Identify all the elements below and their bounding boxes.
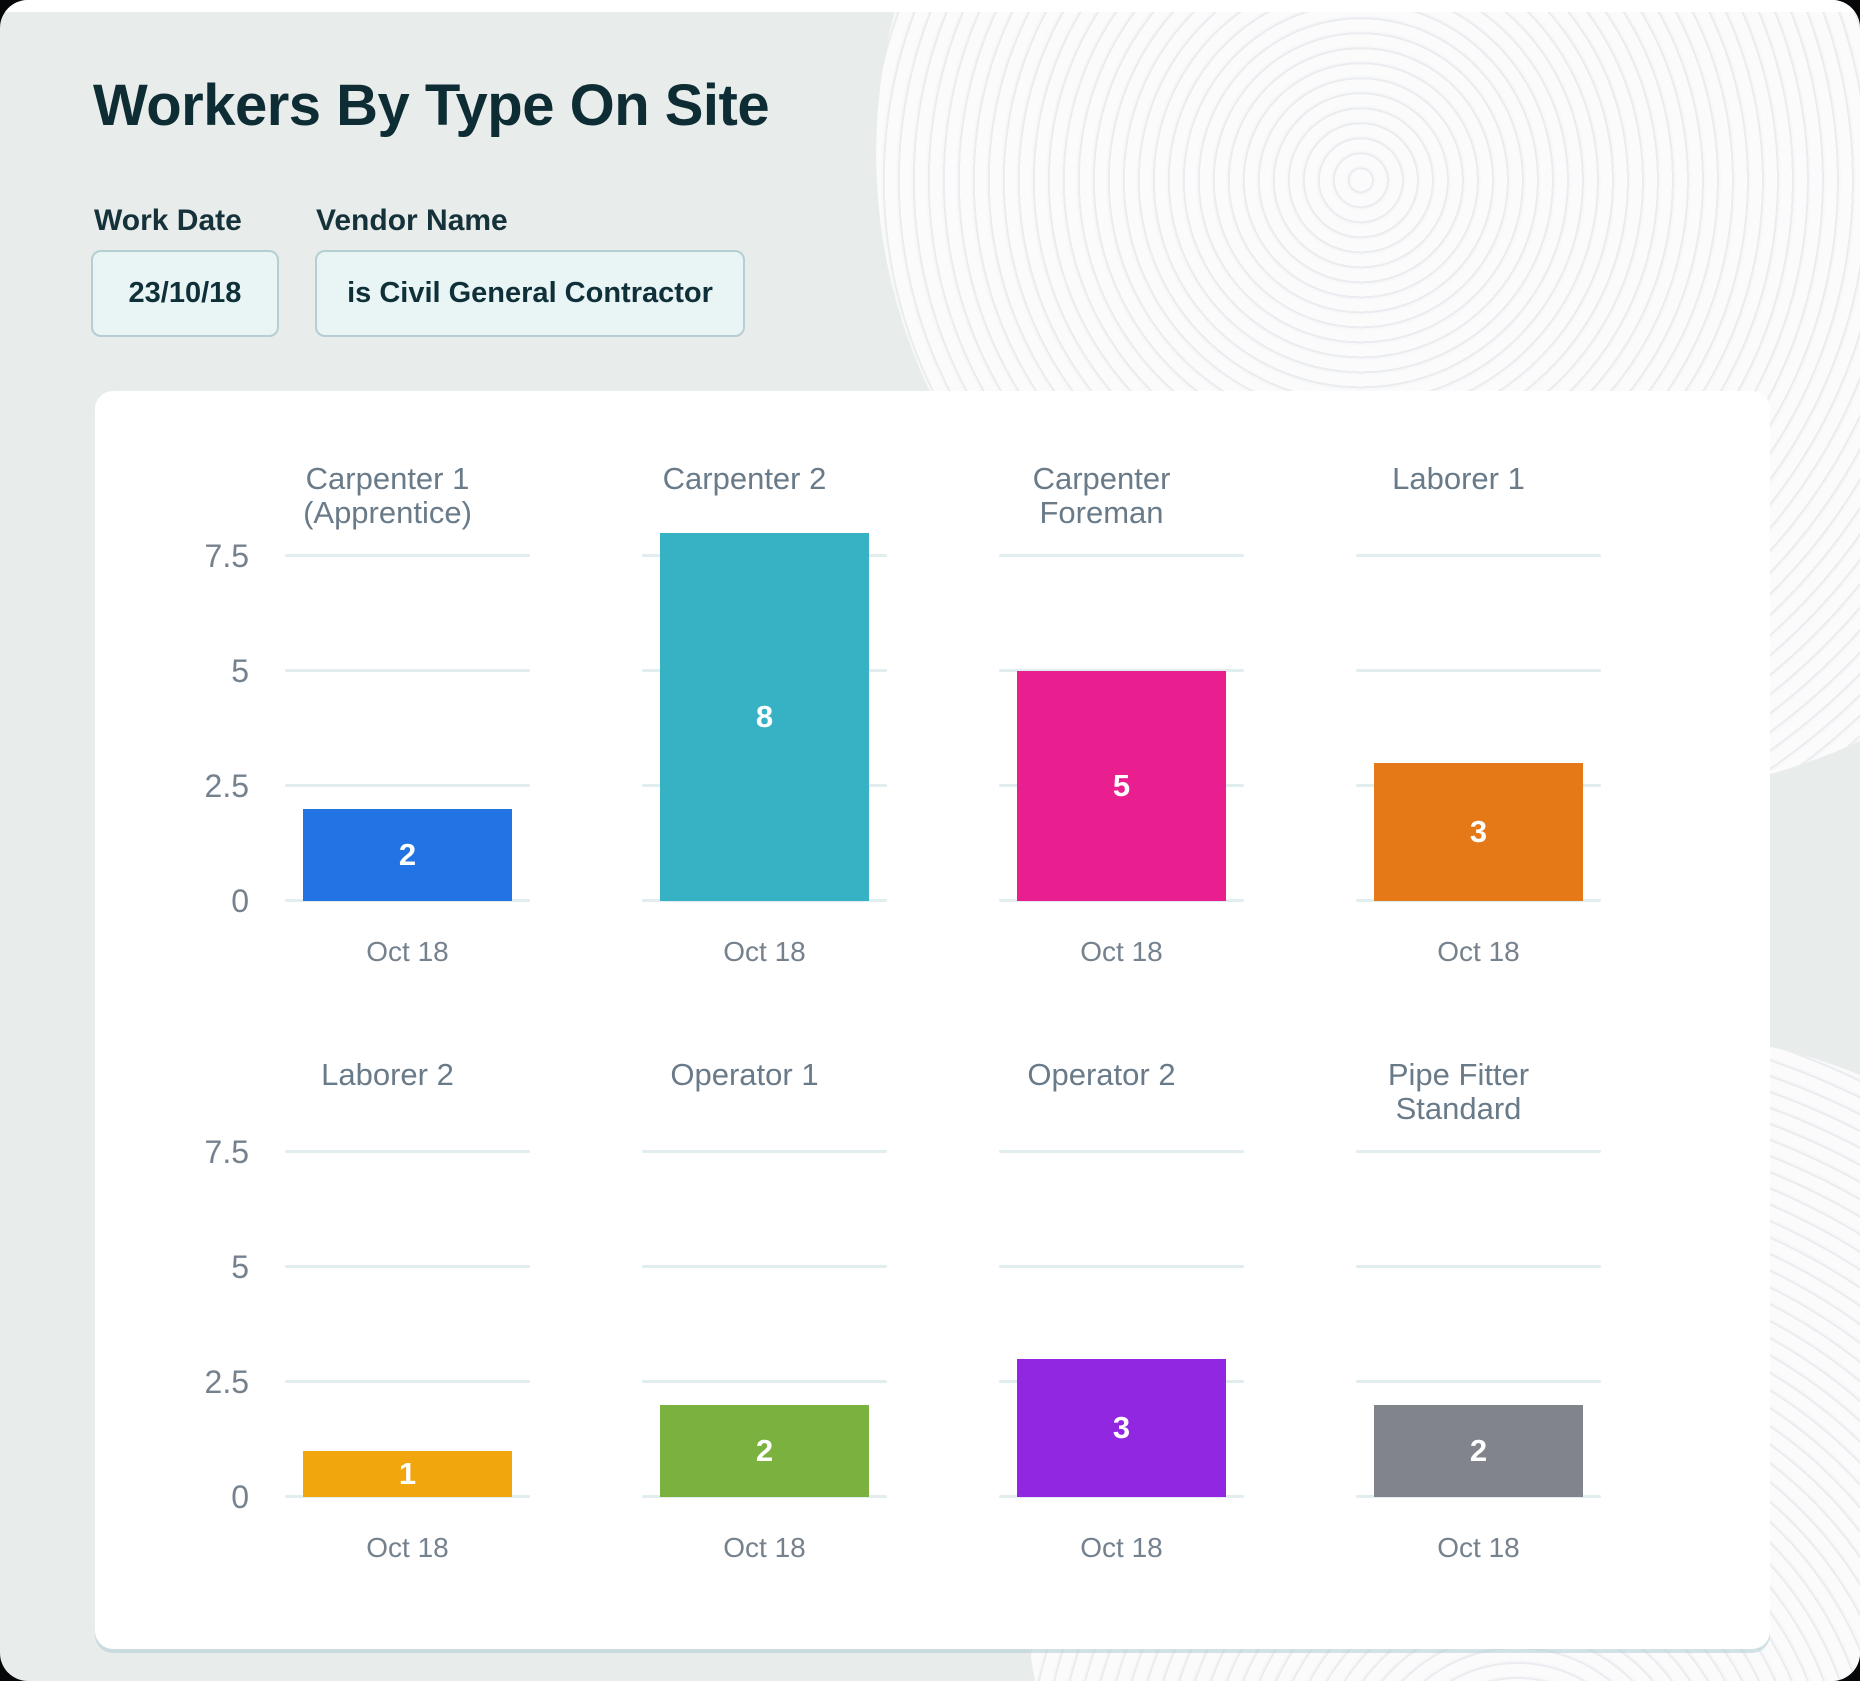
gridline-y-7.5 — [642, 1150, 887, 1153]
chart-title: Operator 2 — [969, 1058, 1234, 1092]
gridline-y-5 — [1356, 669, 1601, 672]
window-top-strip — [0, 0, 1860, 12]
mini-chart-pipe-fitter-standard: Pipe Fitter Standard 2 Oct 18 — [1356, 1058, 1601, 1563]
y-tick-label: 2.5 — [204, 768, 249, 804]
x-tick-label: Oct 18 — [366, 1532, 449, 1563]
gridline-y-7.5 — [999, 554, 1244, 557]
bar-pipe-fitter-standard[interactable]: 2 — [1374, 1405, 1583, 1497]
chart-title: Carpenter 2 — [612, 462, 877, 496]
gridline-y-2.5 — [285, 1380, 530, 1383]
gridline-y-5 — [999, 1265, 1244, 1268]
chart-title-line: Operator 1 — [670, 1057, 819, 1092]
y-tick-label: 0 — [231, 883, 249, 919]
chart-title-line: (Apprentice) — [303, 495, 472, 530]
gridline-y-7.5 — [1356, 1150, 1601, 1153]
chart-title: Laborer 2 — [255, 1058, 520, 1092]
gridline-y-2.5 — [642, 1380, 887, 1383]
gridline-y-5 — [285, 1265, 530, 1268]
chart-plot: 0 2.5 5 7.5 2 — [205, 506, 530, 918]
chart-title-line: Standard — [1395, 1091, 1522, 1126]
chart-plot: 8 — [642, 506, 887, 902]
x-tick-label: Oct 18 — [723, 936, 806, 967]
y-tick-label: 2.5 — [204, 1364, 249, 1400]
gridline-y-2.5 — [285, 784, 530, 787]
vendor-name-label: Vendor Name — [316, 204, 508, 237]
chart-title: Laborer 1 — [1326, 462, 1591, 496]
chart-title: Carpenter 1 (Apprentice) — [255, 462, 520, 530]
gridline-y-7.5 — [285, 1150, 530, 1153]
chart-plot: 2 — [642, 1102, 887, 1498]
chart-title-line: Laborer 2 — [321, 1057, 454, 1092]
x-tick-label: Oct 18 — [366, 936, 449, 967]
charts-card: Carpenter 1 (Apprentice) 0 2.5 5 7.5 2 Oct 18 Ca… — [95, 391, 1770, 1649]
bar-operator-2[interactable]: 3 — [1017, 1359, 1226, 1497]
mini-chart-carpenter-2: Carpenter 2 8 Oct 18 — [642, 462, 887, 967]
chart-title: Pipe Fitter Standard — [1326, 1058, 1591, 1126]
chart-plot: 3 — [1356, 506, 1601, 902]
mini-chart-laborer-2: Laborer 2 0 2.5 5 7.5 1 Oct 18 — [205, 1058, 530, 1563]
chart-plot: 5 — [999, 506, 1244, 902]
bar-value-label: 3 — [1469, 814, 1488, 849]
gridline-y-7.5 — [1356, 554, 1601, 557]
chart-title-line: Carpenter — [1032, 461, 1171, 496]
gridline-y-5 — [642, 1265, 887, 1268]
bar-carpenter-1-apprentice[interactable]: 2 — [303, 809, 512, 901]
y-tick-label: 5 — [231, 653, 249, 689]
page-title: Workers By Type On Site — [93, 73, 770, 138]
gridline-y-7.5 — [999, 1150, 1244, 1153]
bar-laborer-1[interactable]: 3 — [1374, 763, 1583, 901]
chart-title-line: Laborer 1 — [1392, 461, 1525, 496]
chart-title-line: Carpenter 2 — [662, 461, 827, 496]
chart-title-line: Operator 2 — [1027, 1057, 1176, 1092]
chart-plot: 0 2.5 5 7.5 1 — [205, 1102, 530, 1514]
bar-laborer-2[interactable]: 1 — [303, 1451, 512, 1497]
bar-value-label: 3 — [1112, 1410, 1131, 1445]
chart-plot: 2 — [1356, 1102, 1601, 1498]
x-tick-label: Oct 18 — [1080, 1532, 1163, 1563]
gridline-y-7.5 — [285, 554, 530, 557]
bar-carpenter-foreman[interactable]: 5 — [1017, 671, 1226, 901]
mini-chart-carpenter-1-apprentice: Carpenter 1 (Apprentice) 0 2.5 5 7.5 2 Oct 18 — [205, 462, 530, 967]
bar-value-label: 2 — [1469, 1433, 1488, 1468]
mini-chart-operator-1: Operator 1 2 Oct 18 — [642, 1058, 887, 1563]
x-tick-label: Oct 18 — [1437, 936, 1520, 967]
y-tick-label: 7.5 — [204, 1134, 249, 1170]
bar-value-label: 8 — [755, 699, 774, 734]
gridline-y-5 — [1356, 1265, 1601, 1268]
y-tick-label: 5 — [231, 1249, 249, 1285]
vendor-name-input[interactable]: is Civil General Contractor — [315, 250, 745, 337]
mini-chart-laborer-1: Laborer 1 3 Oct 18 — [1356, 462, 1601, 967]
chart-plot: 3 — [999, 1102, 1244, 1498]
work-date-value: 23/10/18 — [128, 277, 242, 309]
x-tick-label: Oct 18 — [1437, 1532, 1520, 1563]
gridline-y-5 — [285, 669, 530, 672]
chart-title-line: Pipe Fitter — [1387, 1057, 1530, 1092]
work-date-label: Work Date — [94, 204, 242, 237]
chart-title: Operator 1 — [612, 1058, 877, 1092]
vendor-name-value: is Civil General Contractor — [347, 277, 713, 309]
gridline-y-2.5 — [1356, 1380, 1601, 1383]
bar-value-label: 5 — [1112, 768, 1131, 803]
y-tick-label: 7.5 — [204, 538, 249, 574]
mini-chart-operator-2: Operator 2 3 Oct 18 — [999, 1058, 1244, 1563]
bar-value-label: 2 — [755, 1433, 774, 1468]
work-date-input[interactable]: 23/10/18 — [91, 250, 279, 337]
x-tick-label: Oct 18 — [1080, 936, 1163, 967]
chart-title-line: Carpenter 1 — [305, 461, 470, 496]
chart-title-line: Foreman — [1039, 495, 1164, 530]
y-tick-label: 0 — [231, 1479, 249, 1515]
bar-value-label: 2 — [398, 837, 417, 872]
x-tick-label: Oct 18 — [723, 1532, 806, 1563]
chart-title: Carpenter Foreman — [969, 462, 1234, 530]
bar-value-label: 1 — [398, 1456, 417, 1491]
bar-carpenter-2[interactable]: 8 — [660, 533, 869, 901]
mini-chart-carpenter-foreman: Carpenter Foreman 5 Oct 18 — [999, 462, 1244, 967]
gridline-y-5 — [999, 669, 1244, 672]
bar-operator-1[interactable]: 2 — [660, 1405, 869, 1497]
